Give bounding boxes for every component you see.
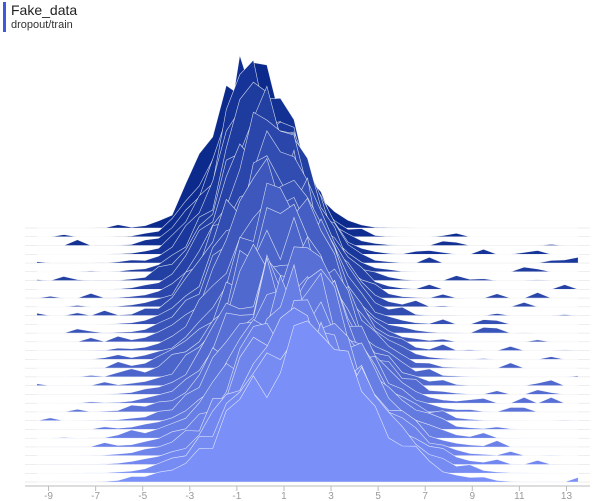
- x-tick-label: 11: [514, 491, 525, 501]
- x-tick-label: 9: [470, 491, 476, 501]
- accent-bar: [3, 2, 6, 32]
- x-tick-label: -9: [44, 491, 53, 501]
- x-tick-label: -5: [138, 491, 147, 501]
- ridges-layer: [25, 55, 590, 483]
- x-axis: -9 -7 -5 -3 -1 1 3 5 7 9 11 13: [25, 485, 590, 501]
- x-tick-label: -3: [185, 491, 194, 501]
- x-tick-label: -1: [232, 491, 241, 501]
- x-tick-label: 3: [328, 491, 334, 501]
- x-tick-label: 5: [375, 491, 381, 501]
- chart-subtitle: dropout/train: [11, 19, 73, 31]
- x-tick-label: 7: [422, 491, 428, 501]
- x-tick-label: -7: [91, 491, 100, 501]
- chart-title: Fake_data: [11, 2, 78, 18]
- x-tick-label: 1: [281, 491, 287, 501]
- ridge-step-29[interactable]: [36, 320, 579, 483]
- x-tick-label: 13: [561, 491, 573, 501]
